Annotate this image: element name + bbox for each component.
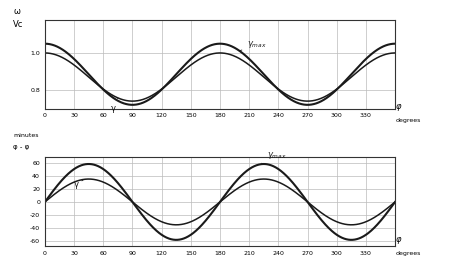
Text: degrees: degrees — [396, 118, 421, 123]
Text: φ - φ: φ - φ — [13, 144, 30, 150]
Text: Vc: Vc — [13, 20, 24, 29]
Text: $\gamma_{max}$: $\gamma_{max}$ — [261, 150, 286, 163]
Text: degrees: degrees — [396, 251, 421, 256]
Text: ω: ω — [13, 7, 20, 16]
Text: $\gamma_{max}$: $\gamma_{max}$ — [239, 39, 267, 51]
Text: minutes: minutes — [13, 133, 39, 138]
Text: γ: γ — [111, 98, 118, 113]
Text: φ: φ — [396, 102, 401, 111]
Text: φ: φ — [396, 235, 401, 244]
Text: γ: γ — [74, 179, 84, 189]
